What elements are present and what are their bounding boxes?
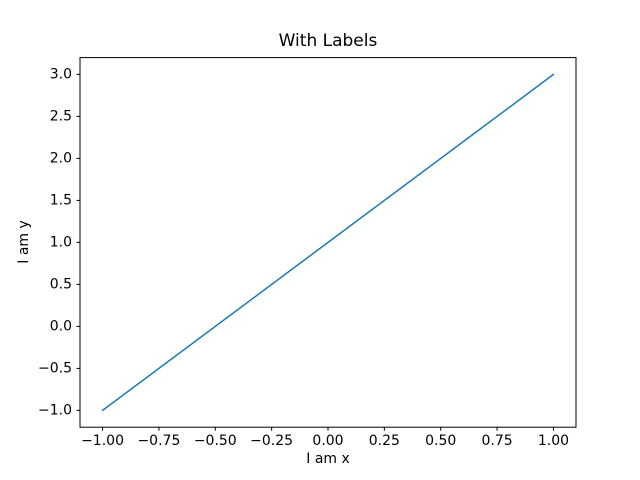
x-tick-label: 0.75 bbox=[482, 433, 513, 449]
x-tick-label: −0.25 bbox=[250, 433, 293, 449]
y-tick-label: 3.0 bbox=[50, 66, 72, 82]
y-tick-label: −0.5 bbox=[38, 360, 72, 376]
y-tick-label: 1.5 bbox=[50, 192, 72, 208]
plot-frame bbox=[79, 57, 577, 428]
x-tick-label: 0.25 bbox=[369, 433, 400, 449]
x-tick-label: −1.00 bbox=[81, 433, 124, 449]
x-tick-label: −0.75 bbox=[137, 433, 180, 449]
y-tick-label: 2.5 bbox=[50, 108, 72, 124]
x-tick-label: 0.00 bbox=[312, 433, 343, 449]
y-tick-label: 2.0 bbox=[50, 150, 72, 166]
x-tick-label: 0.50 bbox=[425, 433, 456, 449]
y-tick-label: −1.0 bbox=[38, 402, 72, 418]
x-axis-label: I am x bbox=[306, 451, 350, 467]
x-tick-label: 1.00 bbox=[538, 433, 569, 449]
chart-title: With Labels bbox=[278, 31, 378, 51]
y-tick-label: 0.5 bbox=[50, 276, 72, 292]
y-tick-label: 0.0 bbox=[50, 318, 72, 334]
y-tick-label: 1.0 bbox=[50, 234, 72, 250]
x-tick-label: −0.50 bbox=[194, 433, 237, 449]
series-line-line1 bbox=[101, 73, 555, 412]
